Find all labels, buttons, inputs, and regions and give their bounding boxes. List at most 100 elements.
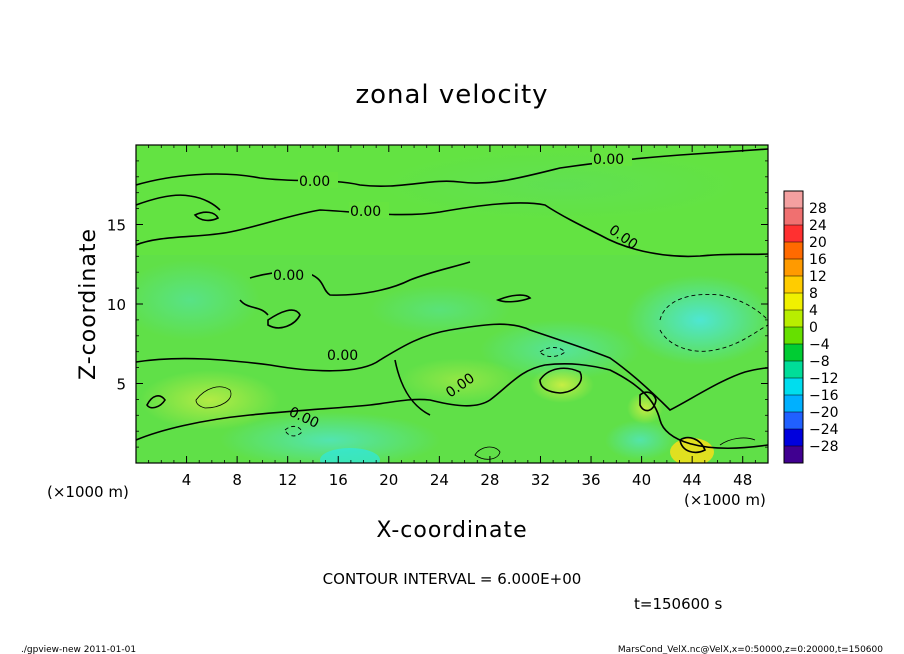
contour-labels: 0.00 0.00 0.00 0.00 0.00 0.00 0.00 0.00: [272, 150, 640, 432]
contour-line: [136, 194, 221, 211]
x-tick-label: 8: [232, 471, 242, 489]
colorbar-label: −8: [809, 354, 830, 370]
colorbar-label: −16: [809, 388, 839, 404]
colorbar-swatch: [784, 242, 803, 259]
contour-line: [639, 391, 657, 412]
x-tick-label: 44: [683, 471, 702, 489]
y-tick-label: 10: [107, 296, 126, 314]
colorbar-swatch: [784, 446, 803, 463]
heatmap-blob: [480, 320, 640, 380]
x-tick-label: 32: [531, 471, 550, 489]
contour-line: [136, 202, 768, 258]
contour-line: [659, 324, 768, 352]
contour-lines: [136, 148, 768, 454]
colorbar-label: −24: [809, 422, 839, 438]
y-axis: 5 10 15: [107, 160, 768, 448]
contour-interval: CONTOUR INTERVAL = 6.000E+00: [323, 570, 582, 588]
contour-line: [539, 367, 582, 394]
x-tick-label: 4: [182, 471, 192, 489]
colorbar-swatch: [784, 293, 803, 310]
heatmap-blob: [530, 367, 594, 403]
contour-lines-thin: [195, 386, 756, 460]
colorbar-label: 28: [809, 201, 827, 217]
heatmap-blob: [605, 420, 675, 460]
colorbar-label: 4: [809, 303, 818, 319]
y-tick-label: 5: [116, 376, 126, 394]
contour-line: [195, 386, 232, 409]
contour-line: [474, 446, 501, 460]
colorbar-swatch: [784, 395, 803, 412]
colorbar-label: 16: [809, 252, 827, 268]
contour-label: 0.00: [299, 174, 330, 190]
colorbar-label: −4: [809, 337, 830, 353]
contour-line: [394, 359, 431, 416]
colorbar-label: −28: [809, 439, 839, 455]
heatmap-blob: [625, 275, 768, 365]
x-tick-label: 36: [581, 471, 600, 489]
y-axis-label: Z-coordinate: [76, 228, 101, 380]
contour-line: [495, 294, 532, 303]
x-axis: 4 8 12 16 20 24 28 32 36 40 44 48: [148, 145, 756, 489]
colorbar-swatch: [784, 259, 803, 276]
footer-right: MarsCond_VelX.nc@VelX,x=0:50000,z=0:2000…: [618, 645, 883, 654]
colorbar-label: 20: [809, 235, 827, 251]
colorbar-swatch: [784, 361, 803, 378]
x-tick-label: 12: [278, 471, 297, 489]
contour-line: [136, 148, 768, 188]
colorbar-label: 8: [809, 286, 818, 302]
x-tick-label: 16: [329, 471, 348, 489]
contour-line: [193, 211, 220, 222]
contour-lines-dashed: [284, 293, 768, 437]
contour-label: 0.00: [273, 268, 304, 284]
x-tick-label: 28: [480, 471, 499, 489]
x-axis-label: X-coordinate: [376, 518, 527, 543]
heatmap-blob: [400, 358, 520, 402]
y-tick-label: 15: [107, 217, 126, 235]
colorbar-swatch: [784, 344, 803, 361]
colorbar-swatch: [784, 310, 803, 327]
colorbar-label: 0: [809, 320, 818, 336]
heatmap-blob: [220, 412, 440, 463]
heatmap-blob: [320, 448, 380, 463]
x-unit-right: (×1000 m): [684, 491, 766, 509]
x-tick-label: 24: [430, 471, 449, 489]
time-label: t=150600 s: [634, 595, 722, 613]
contour-line: [659, 293, 768, 321]
contour-label: 0.00: [593, 152, 624, 168]
contour-line: [136, 363, 768, 449]
contour-label: 0.00: [350, 204, 381, 220]
heatmap-blob: [380, 150, 740, 220]
contour-line: [136, 323, 768, 411]
colorbar-swatch: [784, 225, 803, 242]
contour-line: [679, 436, 707, 454]
heatmap-blob: [136, 260, 260, 340]
colorbar-label: −20: [809, 405, 839, 421]
contour-line: [267, 309, 301, 329]
plot-area: 0.00 0.00 0.00 0.00 0.00 0.00 0.00 0.00: [136, 145, 768, 463]
contour-label: 0.00: [327, 348, 358, 364]
contour-line: [239, 299, 269, 316]
heatmap-blob: [370, 285, 510, 335]
colorbar-swatch: [784, 412, 803, 429]
colorbar-swatch: [784, 208, 803, 225]
heatmap-blob: [627, 392, 663, 424]
contour-line: [719, 437, 756, 446]
x-tick-label: 20: [379, 471, 398, 489]
colorbar-swatch: [784, 378, 803, 395]
colorbar-label: 24: [809, 218, 827, 234]
contour-line: [539, 347, 566, 357]
x-unit-left: (×1000 m): [47, 483, 129, 501]
colorbar-label: 12: [809, 269, 827, 285]
x-tick-label: 48: [733, 471, 752, 489]
colorbar-label: −12: [809, 371, 839, 387]
colorbar-swatch: [784, 429, 803, 446]
colorbar-swatch: [784, 327, 803, 344]
x-tick-label: 40: [632, 471, 651, 489]
chart-title: zonal velocity: [355, 80, 548, 110]
footer-left: ./gpview-new 2011-01-01: [21, 645, 136, 654]
colorbar-swatch: [784, 191, 803, 208]
colorbar-swatch: [784, 276, 803, 293]
contour-line: [146, 395, 166, 409]
